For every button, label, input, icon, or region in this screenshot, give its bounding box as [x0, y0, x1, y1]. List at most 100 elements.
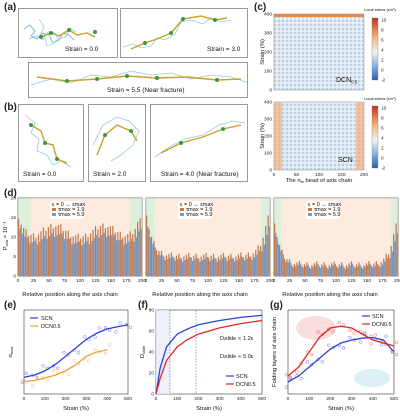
hist-bar [385, 253, 387, 276]
hist-bar [89, 233, 92, 276]
data-point [103, 352, 108, 356]
hist-bar [108, 235, 110, 276]
hist-bar [257, 245, 259, 276]
hist-bar [332, 265, 334, 276]
hist-bar [206, 256, 208, 276]
hist-bar [159, 255, 161, 276]
hist-bar [150, 236, 153, 276]
data-point [93, 347, 97, 352]
legend-scn: SCN [41, 316, 53, 322]
colorbar-tick: 6 [381, 38, 384, 44]
data-point [299, 376, 303, 381]
x-tick-label: 50 [46, 278, 52, 284]
hist-bar [278, 245, 281, 276]
hist-bar [133, 241, 135, 276]
hist-bar [113, 234, 115, 276]
hist-bar [114, 232, 116, 276]
data-point [62, 350, 66, 355]
x-tick-label: 100 [305, 396, 313, 402]
data-point [320, 360, 324, 364]
hist-bar [292, 267, 294, 276]
hist-bar [286, 259, 288, 276]
panel-label-c: (c) [254, 2, 267, 13]
hist-bar [333, 261, 335, 276]
hist-bar [24, 236, 26, 276]
hist-bar [71, 244, 73, 276]
hist-bar [396, 232, 398, 276]
chain-network-image [122, 15, 232, 50]
hist-bar [87, 237, 89, 276]
series-line [287, 325, 395, 377]
hist-bar [358, 262, 360, 276]
hist-bar [391, 251, 394, 276]
legend-entry: τmax = 1.9 [58, 207, 84, 213]
x-axis-label: Strain (%) [63, 406, 89, 412]
x-tick-label: 150 [235, 278, 243, 284]
hist-bar [245, 254, 247, 276]
colorbar-title: Local stress (ε/σ³) [364, 96, 396, 101]
data-point [31, 383, 35, 388]
hist-bar [224, 256, 226, 276]
hist-bar [107, 226, 109, 276]
hist-bar [152, 243, 154, 276]
hist-bar [42, 227, 45, 276]
hist-bar [26, 237, 28, 276]
hist-bar [381, 264, 384, 276]
heatmap-label-dcn: DCN0.5 [336, 77, 358, 85]
hist-bar [30, 234, 32, 276]
hist-bar [88, 244, 90, 276]
data-point [310, 352, 314, 357]
hist-bar [173, 257, 175, 276]
hist-bar [369, 263, 371, 276]
hist-bar [185, 254, 187, 276]
x-tick-label: 25 [159, 278, 165, 284]
x-tick-label: 0 [17, 278, 20, 284]
hist-bar [130, 239, 133, 276]
hist-bar [393, 234, 395, 276]
hist-bar [96, 235, 98, 276]
hist-bar [35, 237, 37, 276]
hist-bar [349, 265, 351, 276]
hist-bar [343, 267, 345, 276]
hist-bar [208, 257, 210, 276]
hist-bar [104, 228, 107, 276]
data-point [83, 335, 87, 339]
x-tick-label: 400 [369, 396, 377, 402]
hist-bar [303, 264, 305, 276]
strain-label: Strain = 4.0 (Near fracture) [161, 171, 239, 178]
hist-bar [91, 241, 93, 276]
hist-bar [345, 265, 348, 276]
hist-bar [98, 237, 100, 276]
x-tick-label: 175 [378, 278, 386, 284]
hist-bar [277, 244, 279, 276]
data-point [284, 373, 288, 377]
x-tick-label: 50 [294, 172, 300, 178]
colorbar-title: Local stress (ε/σ³) [364, 7, 396, 12]
hist-bar [155, 250, 158, 276]
panel-label-d: (d) [4, 188, 17, 199]
x-tick-label: 100 [76, 278, 84, 284]
strain-label: Strain = 5.5 (Near fracture) [107, 87, 185, 94]
hist-bar [362, 268, 364, 276]
hist-bar [388, 254, 390, 276]
hist-bar [355, 264, 358, 276]
y-tick-label: 0 [13, 274, 16, 280]
hist-bar [83, 243, 85, 276]
hist-bar [164, 260, 166, 276]
hist-bar [149, 237, 151, 276]
hist-bar [282, 254, 284, 276]
hist-bar [383, 258, 385, 276]
data-point [20, 378, 24, 382]
hist-bar [241, 256, 243, 276]
y-axis-label: Folding layers of axis chain [272, 317, 278, 387]
hist-bar [188, 252, 190, 276]
hist-bar [70, 237, 72, 276]
x-tick-label: 400 [103, 396, 111, 402]
x-tick-label: 400 [237, 396, 245, 402]
hist-bar [77, 233, 79, 276]
hist-bar [205, 252, 207, 276]
hist-bar [226, 260, 228, 276]
x-tick-label: 150 [107, 278, 115, 284]
hist-bar [86, 241, 88, 276]
hist-bar [295, 266, 297, 276]
